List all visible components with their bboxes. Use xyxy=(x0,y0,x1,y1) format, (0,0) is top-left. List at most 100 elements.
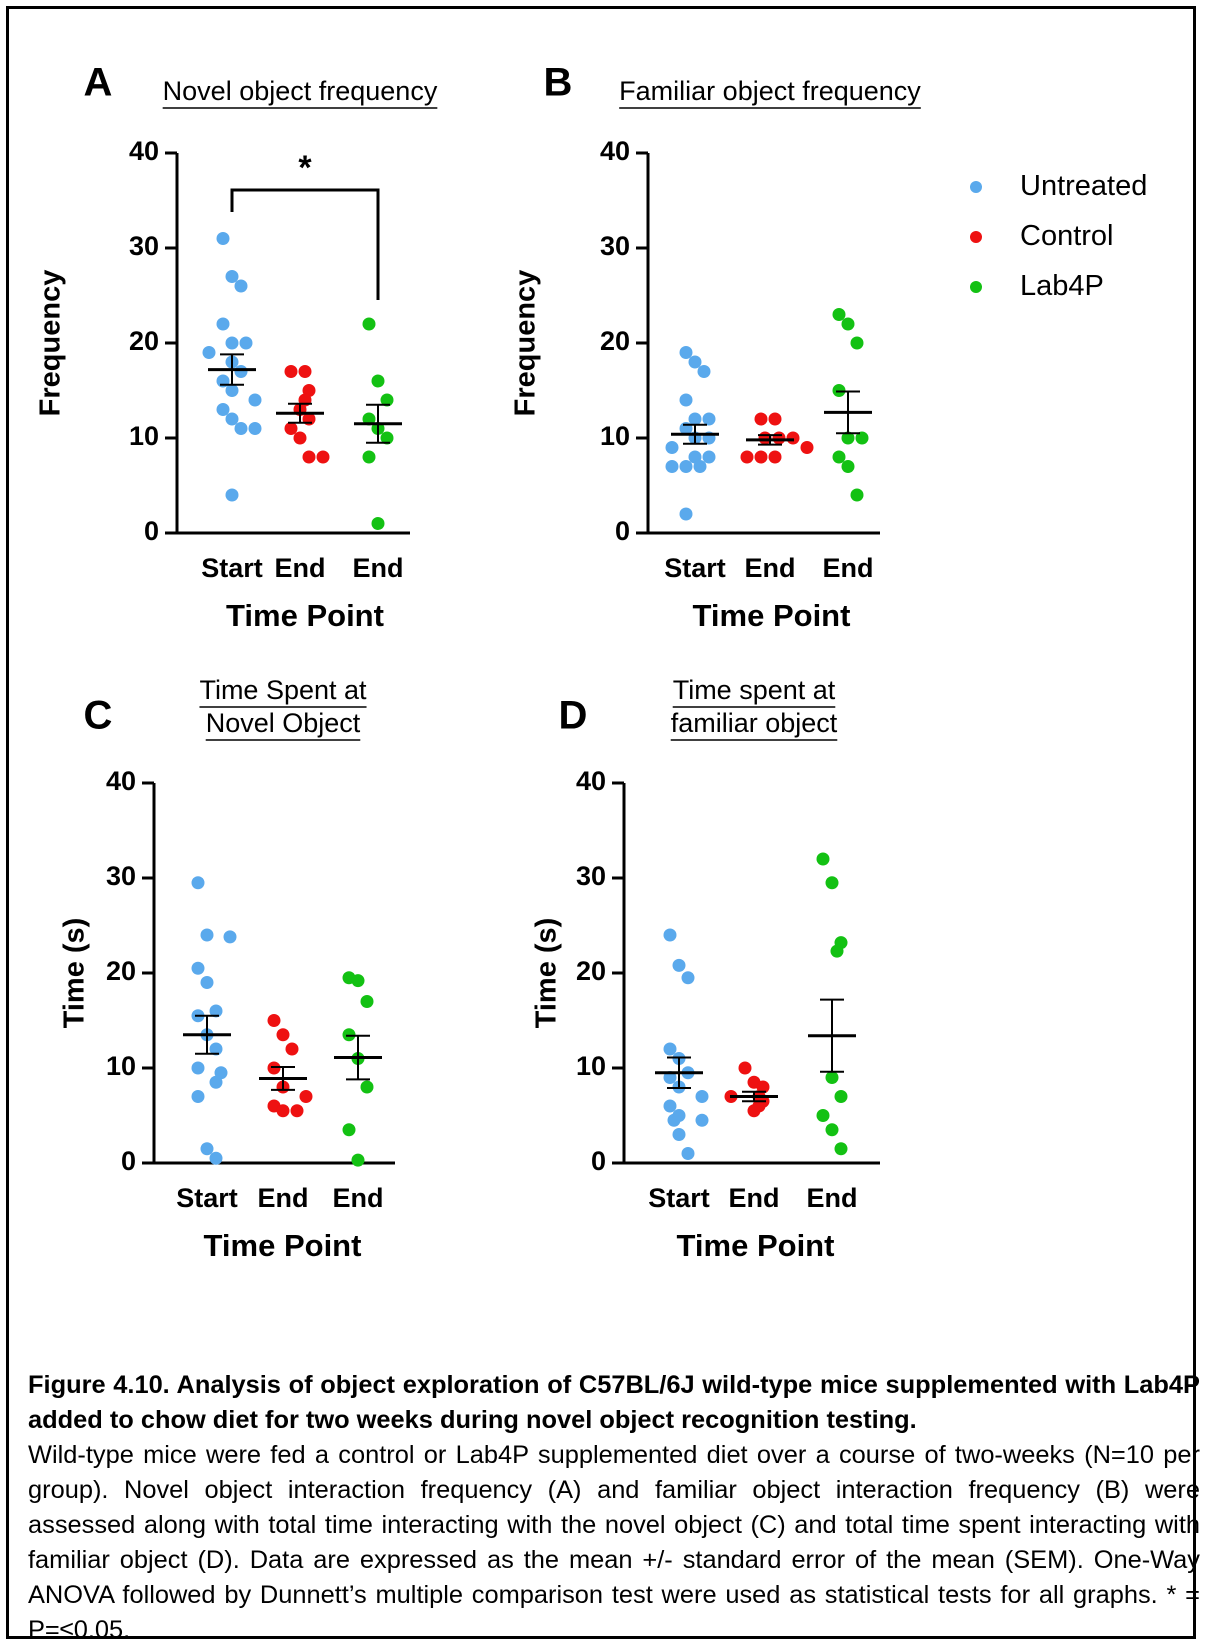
data-point xyxy=(667,1113,681,1127)
data-point xyxy=(663,1042,677,1056)
x-tick-label: End xyxy=(745,553,796,583)
data-point xyxy=(216,317,230,331)
data-point xyxy=(681,971,695,985)
data-point xyxy=(191,876,205,890)
data-point xyxy=(225,488,239,502)
data-point xyxy=(695,1113,709,1127)
data-point xyxy=(740,450,754,464)
data-point xyxy=(800,441,814,454)
data-point xyxy=(688,355,702,369)
legend-marker-control xyxy=(970,231,982,243)
data-point xyxy=(830,944,844,958)
data-point xyxy=(248,393,262,407)
legend-marker-lab4p xyxy=(970,281,982,293)
y-tick-label: 0 xyxy=(121,1146,136,1176)
data-point xyxy=(380,393,394,407)
data-point xyxy=(302,450,316,464)
data-point xyxy=(832,308,846,321)
data-point xyxy=(225,412,239,426)
legend-marker-untreated xyxy=(970,181,982,193)
data-point xyxy=(768,450,782,464)
y-tick-label: 30 xyxy=(129,231,159,261)
caption-title: Figure 4.10. Analysis of object explorat… xyxy=(28,1371,1200,1434)
x-tick-label: End xyxy=(275,553,326,583)
x-tick-label: End xyxy=(333,1183,384,1213)
data-point xyxy=(225,270,239,283)
data-point xyxy=(697,365,711,378)
x-tick-label: Start xyxy=(201,553,263,583)
data-point xyxy=(209,1042,223,1056)
data-point xyxy=(834,1090,848,1103)
data-point xyxy=(342,1123,356,1137)
data-point xyxy=(768,412,782,426)
data-point xyxy=(362,317,376,331)
data-point xyxy=(693,460,707,473)
y-axis-label: Frequency xyxy=(35,270,67,417)
legend-label-control: Control xyxy=(1020,220,1114,252)
data-point xyxy=(267,1014,281,1027)
data-point xyxy=(209,1004,223,1018)
data-point xyxy=(351,1153,365,1167)
y-tick-label: 20 xyxy=(129,326,159,356)
data-point xyxy=(850,488,864,502)
data-point xyxy=(290,1104,304,1118)
data-point xyxy=(747,1104,761,1118)
y-tick-label: 10 xyxy=(129,421,159,451)
data-point xyxy=(360,1080,374,1094)
panel-letter: C xyxy=(84,694,113,738)
panel-letter: D xyxy=(559,694,588,738)
y-tick-label: 0 xyxy=(144,516,159,546)
y-axis-label: Time (s) xyxy=(59,918,91,1029)
data-point xyxy=(834,1142,848,1156)
data-point xyxy=(316,450,330,464)
data-point xyxy=(360,995,374,1008)
chart-panel-b: B Familiar object frequency 0 10 20 30 40 Frequ… xyxy=(510,61,922,634)
x-axis-label: Time Point xyxy=(204,1228,362,1263)
data-point xyxy=(672,958,686,972)
data-point xyxy=(248,422,262,435)
data-point xyxy=(672,1128,686,1141)
data-point xyxy=(223,930,237,944)
y-tick-label: 20 xyxy=(106,956,136,986)
caption-body: Wild-type mice were fed a control or Lab… xyxy=(28,1441,1200,1644)
data-point xyxy=(239,336,253,350)
chart-title: Familiar object frequency xyxy=(619,76,921,106)
significance-bracket xyxy=(230,188,380,300)
data-point xyxy=(841,431,855,445)
data-point xyxy=(702,412,716,426)
x-tick-label: Start xyxy=(176,1183,238,1213)
chart-title: Novel Object xyxy=(206,708,361,738)
y-axis-label: Time (s) xyxy=(531,918,563,1029)
data-point xyxy=(276,1104,290,1118)
data-point xyxy=(225,384,239,397)
data-point xyxy=(371,374,385,388)
y-tick-label: 10 xyxy=(106,1051,136,1081)
x-tick-label: End xyxy=(353,553,404,583)
data-point xyxy=(679,346,693,359)
y-tick-label: 10 xyxy=(576,1051,606,1081)
data-point xyxy=(371,517,385,530)
data-point xyxy=(225,336,239,350)
x-axis-label: Time Point xyxy=(677,1228,835,1263)
data-point xyxy=(825,1071,839,1084)
y-tick-label: 40 xyxy=(576,766,606,796)
data-point xyxy=(679,393,693,407)
data-point xyxy=(351,974,365,988)
x-tick-label: Start xyxy=(648,1183,710,1213)
data-point xyxy=(786,431,800,445)
data-point xyxy=(298,365,312,378)
data-point xyxy=(754,412,768,426)
y-tick-label: 20 xyxy=(576,956,606,986)
data-point xyxy=(191,961,205,975)
data-point xyxy=(841,317,855,331)
x-tick-label: End xyxy=(258,1183,309,1213)
data-point xyxy=(825,1123,839,1137)
data-point xyxy=(234,365,248,378)
x-axis-label: Time Point xyxy=(226,598,384,633)
data-point xyxy=(362,450,376,464)
data-point xyxy=(754,450,768,464)
y-axis-label: Frequency xyxy=(510,270,542,417)
y-tick-label: 30 xyxy=(576,861,606,891)
